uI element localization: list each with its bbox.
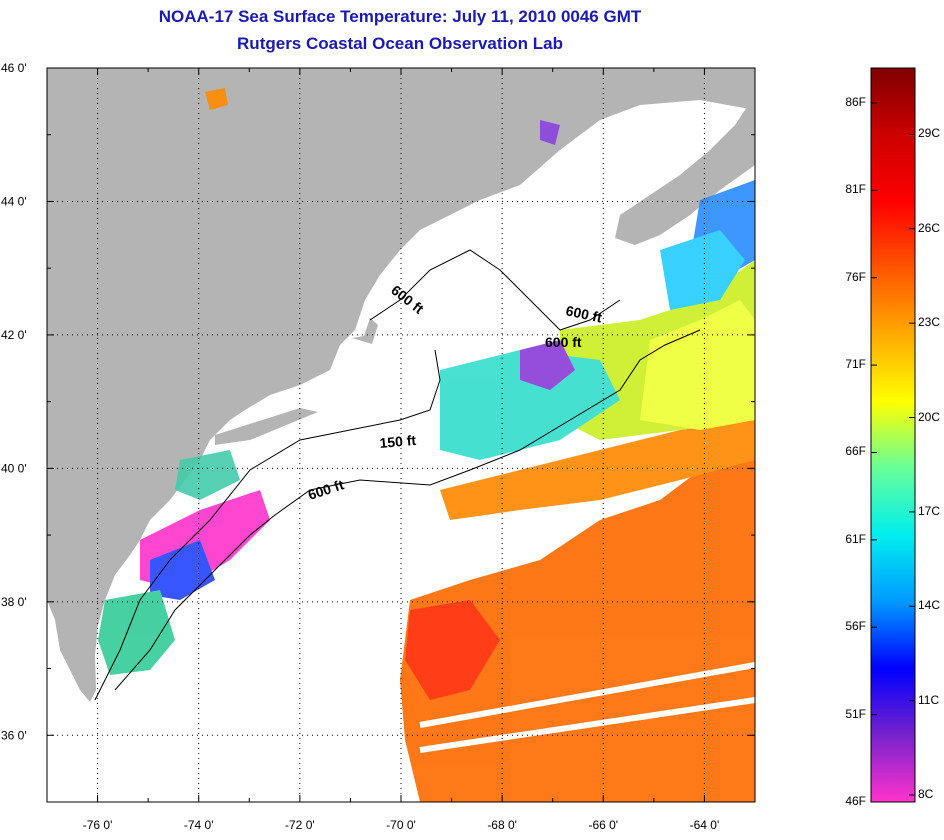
colorbar-label-fahrenheit: 61F xyxy=(845,531,866,546)
lat-label: 46 0' xyxy=(1,61,27,75)
map-title: NOAA-17 Sea Surface Temperature: July 11… xyxy=(158,7,642,26)
lon-label: -70 0' xyxy=(386,818,416,832)
colorbar-label-fahrenheit: 46F xyxy=(845,794,866,808)
colorbar-label-celsius: 29C xyxy=(918,126,941,141)
colorbar-label-celsius: 11C xyxy=(918,692,940,707)
land-long-island xyxy=(215,408,318,445)
contour-600-shelfbreak xyxy=(114,329,701,691)
graticule xyxy=(47,68,755,802)
sst-patch-yellow-north xyxy=(640,300,755,430)
lon-label: -68 0' xyxy=(487,818,517,832)
lat-label: 38 0' xyxy=(1,595,27,609)
lat-label: 40 0' xyxy=(1,461,27,475)
colorbar-label-celsius: 17C xyxy=(918,503,941,518)
sst-patch-teal-coast-n xyxy=(175,450,240,500)
contour-label-3: 600 ft xyxy=(545,334,582,350)
colorbar-label-fahrenheit: 76F xyxy=(845,269,866,284)
swath-gap-2 xyxy=(419,697,755,753)
lon-label: -72 0' xyxy=(285,818,315,832)
sst-patch-coast-strip-maine xyxy=(540,120,560,145)
colorbar-label-fahrenheit: 51F xyxy=(845,706,866,721)
sst-patch-orange-band xyxy=(440,420,755,520)
sst-patch-blue-shelf xyxy=(150,540,215,600)
land-nova-scotia xyxy=(615,95,755,245)
land-us xyxy=(47,68,755,702)
colorbar-label-celsius: 23C xyxy=(918,315,941,330)
sst-patch-purple-gom xyxy=(520,340,575,390)
sst-patch-cyan-east xyxy=(660,230,745,310)
lat-label: 42 0' xyxy=(1,328,27,342)
colorbar-label-fahrenheit: 71F xyxy=(845,357,866,372)
map-subtitle: Rutgers Coastal Ocean Observation Lab xyxy=(237,34,563,53)
contour-150 xyxy=(94,349,441,701)
colorbar-label-fahrenheit: 56F xyxy=(845,619,866,634)
bathymetry-contours xyxy=(94,249,701,701)
map-axes: -76 0' -74 0' -72 0' -70 0' -68 0' -66 0' -64 … xyxy=(1,61,756,832)
colorbar-ticks xyxy=(871,102,915,803)
contour-label-4: 150 ft xyxy=(379,432,417,451)
colorbar-label-fahrenheit: 86F xyxy=(845,94,866,109)
lon-label: -76 0' xyxy=(83,818,113,832)
lon-label: -74 0' xyxy=(184,818,214,832)
lon-label: -64 0' xyxy=(690,818,720,832)
sst-patch-hot-west xyxy=(405,600,500,700)
contour-label-2: 600 ft xyxy=(564,302,603,325)
colorbar-label-celsius: 8C xyxy=(918,787,934,801)
lat-label: 44 0' xyxy=(1,194,27,208)
land-cape-cod xyxy=(352,318,378,344)
colorbar-label-fahrenheit: 66F xyxy=(845,444,866,459)
contour-600-gom xyxy=(369,249,621,331)
colorbar-label-celsius: 14C xyxy=(918,598,941,613)
map-body xyxy=(47,68,755,802)
swath-gap-1 xyxy=(419,662,755,728)
sst-patch-orange-small xyxy=(205,88,228,110)
colorbar-label-fahrenheit: 81F xyxy=(845,182,866,197)
sst-patch-mixed-coast xyxy=(98,590,175,675)
lon-label: -66 0' xyxy=(588,818,618,832)
colorbar-label-celsius: 26C xyxy=(918,220,941,235)
lat-label: 36 0' xyxy=(1,728,27,742)
colorbar xyxy=(870,67,916,803)
colorbar-label-celsius: 20C xyxy=(918,409,941,424)
sst-patch-cyan-gom xyxy=(440,350,620,460)
